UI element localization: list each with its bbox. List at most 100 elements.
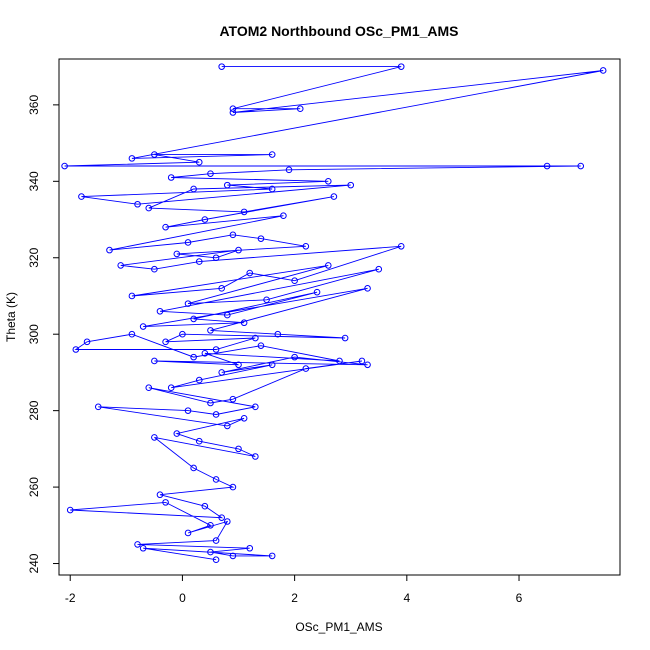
data-point <box>235 361 242 369</box>
data-point <box>190 185 197 193</box>
data-point <box>235 246 242 254</box>
data-point <box>543 162 551 170</box>
x-tick-label: -2 <box>65 591 76 605</box>
data-point <box>184 529 192 537</box>
data-point <box>397 242 405 250</box>
data-point <box>195 437 203 445</box>
data-point <box>212 254 220 262</box>
data-point <box>218 285 225 292</box>
data-point <box>207 170 214 177</box>
data-point <box>162 499 169 506</box>
data-point <box>201 502 209 510</box>
y-axis-label: Theta (K) <box>4 292 18 342</box>
data-point <box>235 445 242 453</box>
data-point <box>61 162 68 170</box>
data-point <box>156 307 164 315</box>
data-point <box>364 285 371 292</box>
data-point <box>151 357 158 365</box>
data-point <box>117 262 125 269</box>
y-tick-label: 360 <box>27 95 41 115</box>
chart-title: ATOM2 Northbound OSc_PM1_AMS <box>219 23 458 39</box>
y-tick-label: 260 <box>27 477 41 497</box>
data-point <box>83 338 91 346</box>
data-point <box>257 235 265 242</box>
data-point <box>268 552 276 560</box>
data-point <box>296 105 304 112</box>
data-point <box>134 200 141 208</box>
data-point <box>224 181 231 189</box>
data-point <box>280 212 287 220</box>
data-point <box>212 346 220 353</box>
x-axis-label: OSc_PM1_AMS <box>295 620 382 634</box>
data-point <box>263 296 270 304</box>
data-point <box>397 63 405 70</box>
data-point <box>156 491 164 499</box>
data-point <box>151 265 158 273</box>
data-point <box>201 216 209 223</box>
data-point <box>190 353 197 361</box>
data-point <box>252 334 259 342</box>
data-point <box>184 239 192 246</box>
data-point <box>184 300 192 307</box>
data-point <box>212 476 220 483</box>
data-point <box>375 265 383 273</box>
data-point <box>212 537 220 544</box>
data-point <box>229 483 237 491</box>
data-point <box>246 544 254 552</box>
data-point <box>252 453 259 460</box>
data-point <box>302 242 310 250</box>
data-point <box>179 330 186 338</box>
x-tick-label: 6 <box>516 591 523 605</box>
data-point <box>291 277 298 284</box>
data-point <box>66 506 74 514</box>
data-point <box>599 67 607 74</box>
data-point <box>268 185 276 193</box>
y-tick-label: 280 <box>27 400 41 420</box>
x-tick-label: 2 <box>291 591 298 605</box>
data-point <box>134 541 141 548</box>
data-point <box>151 434 158 441</box>
data-point <box>190 315 197 323</box>
y-tick-label: 240 <box>27 553 41 573</box>
data-point <box>224 422 231 430</box>
data-point <box>145 204 153 212</box>
data-point <box>341 334 349 342</box>
x-axis: -2 0 2 4 6 <box>65 574 523 605</box>
data-point <box>274 330 282 338</box>
y-axis: 240 260 280 300 320 340 360 <box>27 95 60 574</box>
data-point <box>173 430 181 437</box>
data-point <box>313 288 321 296</box>
data-point <box>364 361 371 369</box>
data-point <box>240 319 248 327</box>
data-point <box>252 403 259 411</box>
data-point <box>224 311 231 319</box>
data-point <box>240 208 248 216</box>
data-point <box>240 414 248 422</box>
data-point <box>218 369 225 376</box>
data-point <box>246 269 254 277</box>
y-tick-label: 340 <box>27 171 41 191</box>
data-point <box>195 158 203 166</box>
data-point <box>145 384 153 392</box>
data-point <box>324 178 332 185</box>
data-point <box>195 376 203 384</box>
data-point <box>207 548 214 556</box>
data-point <box>577 162 585 170</box>
data-point <box>72 346 80 353</box>
data-point <box>201 350 209 357</box>
data-point <box>285 166 293 174</box>
data-point <box>151 151 158 158</box>
data-point <box>291 353 298 361</box>
data-point <box>302 365 310 372</box>
y-tick-label: 320 <box>27 247 41 267</box>
data-point <box>257 342 265 349</box>
data-point <box>212 556 220 564</box>
y-tick-label: 300 <box>27 324 41 344</box>
data-point <box>128 155 136 162</box>
data-point <box>167 174 175 181</box>
data-point <box>229 231 237 239</box>
data-point <box>207 522 214 529</box>
data-point <box>268 361 276 369</box>
x-tick-label: 4 <box>403 591 410 605</box>
data-point <box>128 330 136 338</box>
